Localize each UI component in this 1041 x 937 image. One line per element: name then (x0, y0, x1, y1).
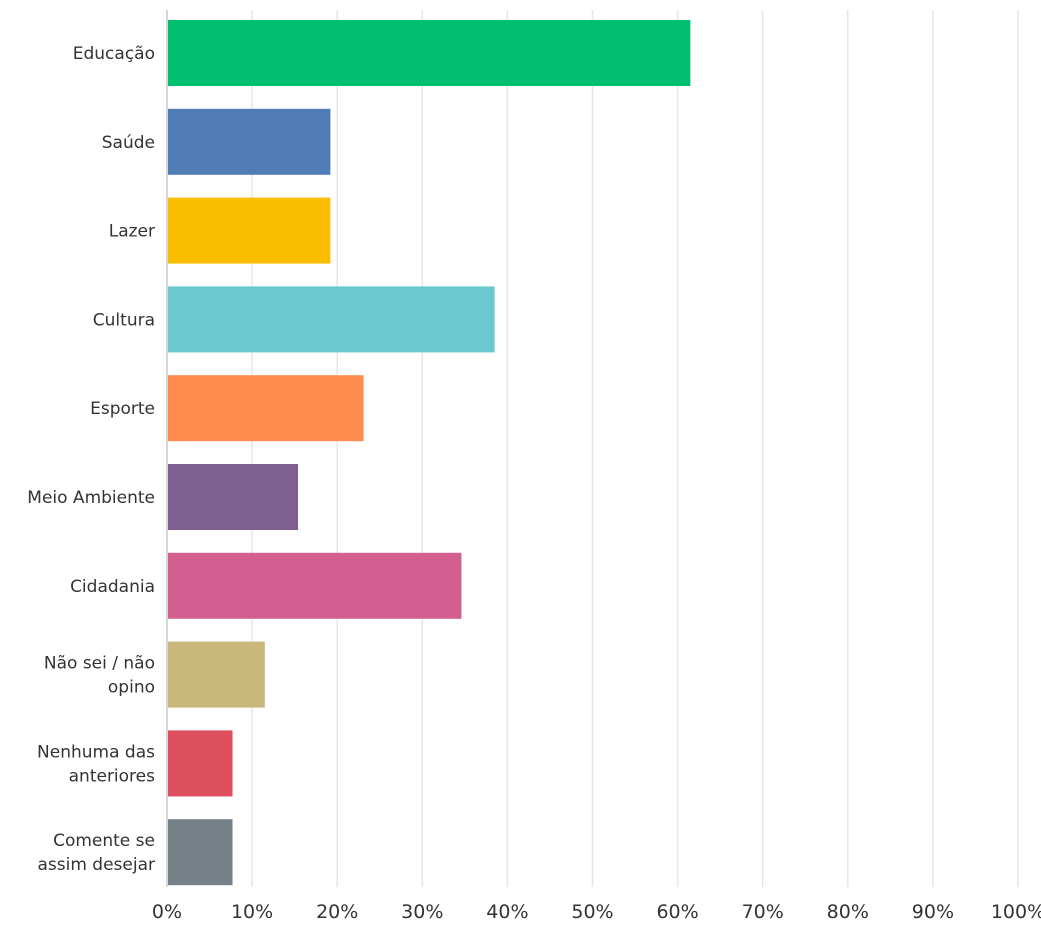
x-tick-label: 10% (231, 901, 273, 923)
x-tick-label: 40% (486, 901, 528, 923)
x-tick-label: 90% (912, 901, 954, 923)
x-tick-label: 30% (401, 901, 443, 923)
x-tick-label: 80% (827, 901, 869, 923)
bar (168, 20, 691, 86)
category-label: anteriores (69, 766, 156, 786)
category-label: Saúde (102, 133, 155, 153)
bar (168, 730, 233, 797)
category-label: assim desejar (37, 855, 155, 875)
category-label: Comente se (53, 831, 155, 851)
bar (168, 375, 364, 442)
category-label: Lazer (109, 222, 155, 242)
bar (168, 108, 331, 175)
x-axis-tick-labels: 0% 10% 20% 30% 40% 50% 60% 70% 80% 90% 100% (152, 901, 1041, 923)
bar (168, 819, 233, 886)
category-label: Cidadania (70, 577, 155, 597)
x-tick-label: 70% (742, 901, 784, 923)
category-label: Nenhuma das (37, 742, 155, 762)
bar (168, 552, 462, 619)
category-label: Não sei / não (44, 654, 155, 674)
x-tick-label: 60% (656, 901, 698, 923)
x-tick-label: 0% (152, 901, 182, 923)
bar (168, 641, 265, 708)
bar (168, 286, 495, 353)
category-labels: Educação Saúde Lazer Cultura Esporte Meio Amb… (27, 44, 155, 875)
x-tick-label: 100% (991, 901, 1041, 923)
bar (168, 197, 331, 264)
bar (168, 464, 299, 530)
category-label: Educação (73, 44, 155, 64)
category-label: Meio Ambiente (27, 488, 155, 508)
category-label: Cultura (93, 310, 155, 330)
category-label: Esporte (90, 399, 155, 419)
bars (168, 20, 691, 886)
x-tick-label: 20% (316, 901, 358, 923)
category-label: opino (108, 678, 155, 698)
x-tick-label: 50% (571, 901, 613, 923)
